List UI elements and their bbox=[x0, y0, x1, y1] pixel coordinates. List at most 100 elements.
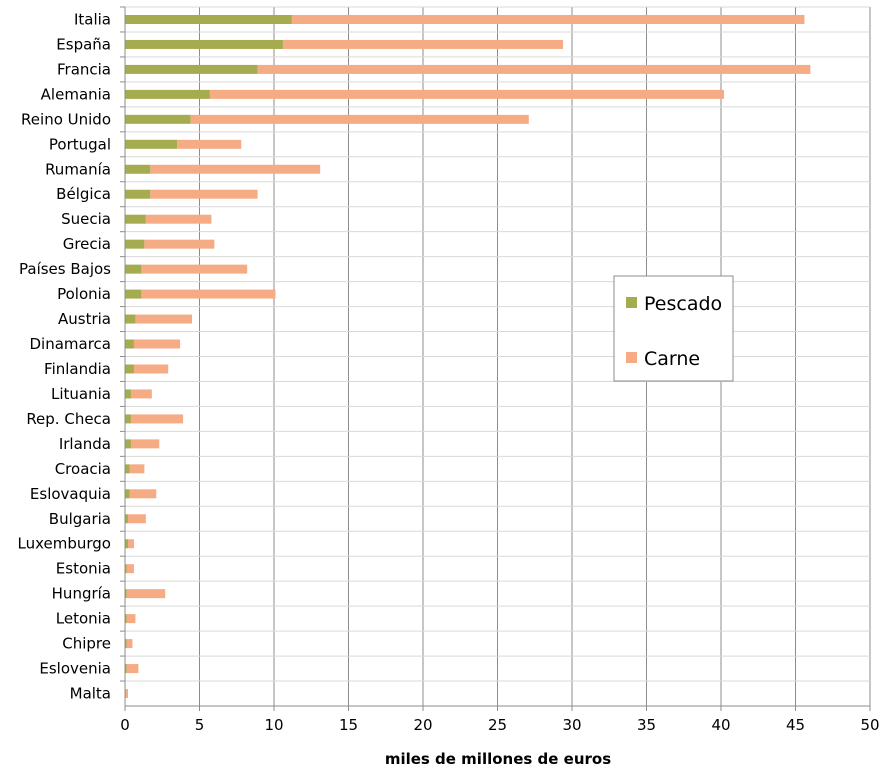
bar-pescado-24 bbox=[125, 614, 127, 624]
bar-carne-25 bbox=[126, 639, 133, 649]
bar-pescado-4 bbox=[125, 114, 191, 124]
grid-lines bbox=[125, 6, 871, 707]
category-label: Chipre bbox=[62, 635, 111, 653]
bar-carne-3 bbox=[209, 89, 724, 99]
category-label: Suecia bbox=[61, 210, 111, 228]
x-tick-label-5: 5 bbox=[195, 716, 205, 734]
category-label: Grecia bbox=[63, 235, 111, 253]
bar-carne-19 bbox=[129, 489, 157, 499]
bar-pescado-11 bbox=[125, 289, 142, 299]
category-label: Lituania bbox=[51, 385, 111, 403]
category-label: Bulgaria bbox=[49, 510, 111, 528]
bar-carne-14 bbox=[133, 364, 169, 374]
category-label: Francia bbox=[57, 60, 111, 78]
bar-pescado-0 bbox=[125, 14, 292, 24]
tick-labels: 0 5 10 15 20 25 30 35 40 45 50 bbox=[120, 716, 879, 734]
bar-pescado-25 bbox=[125, 639, 127, 649]
x-tick-label-25: 25 bbox=[488, 716, 507, 734]
x-tick-label-40: 40 bbox=[711, 716, 730, 734]
x-tick-label-20: 20 bbox=[413, 716, 432, 734]
bar-carne-22 bbox=[126, 564, 134, 574]
category-label: España bbox=[56, 35, 111, 53]
category-label: Polonia bbox=[57, 285, 111, 303]
legend-label-carne: Carne bbox=[644, 348, 700, 370]
bar-pescado-10 bbox=[125, 264, 142, 274]
bar-pescado-8 bbox=[125, 214, 146, 224]
axes bbox=[120, 6, 871, 711]
x-tick-label-50: 50 bbox=[860, 716, 879, 734]
category-label: Países Bajos bbox=[19, 260, 111, 278]
category-label: Portugal bbox=[49, 135, 111, 153]
bar-pescado-20 bbox=[125, 514, 128, 524]
x-tick-label-0: 0 bbox=[120, 716, 130, 734]
category-labels: Italia España Francia Alemania Reino Unido Po… bbox=[18, 10, 112, 702]
category-label: Eslovenia bbox=[39, 660, 111, 678]
x-tick-label-10: 10 bbox=[264, 716, 283, 734]
bar-pescado-6 bbox=[125, 164, 151, 174]
bar-pescado-15 bbox=[125, 389, 131, 399]
legend-swatch-pescado bbox=[626, 297, 637, 308]
bar-pescado-7 bbox=[125, 189, 151, 199]
legend: Pescado Carne bbox=[613, 275, 734, 382]
bar-carne-2 bbox=[257, 64, 811, 74]
x-tick-label-45: 45 bbox=[786, 716, 805, 734]
category-label: Hungría bbox=[52, 585, 111, 603]
legend-box bbox=[613, 275, 734, 382]
bar-carne-11 bbox=[141, 289, 276, 299]
legend-label-pescado: Pescado bbox=[644, 293, 722, 315]
bar-carne-1 bbox=[282, 39, 564, 49]
bar-pescado-14 bbox=[125, 364, 134, 374]
category-label: Letonia bbox=[56, 610, 111, 628]
x-tick-label-15: 15 bbox=[339, 716, 358, 734]
bar-carne-4 bbox=[190, 114, 529, 124]
bar-pescado-9 bbox=[125, 239, 145, 249]
category-label: Malta bbox=[70, 685, 111, 703]
category-label: Italia bbox=[74, 10, 111, 28]
bar-carne-20 bbox=[127, 514, 146, 524]
bar-carne-26 bbox=[126, 664, 139, 674]
bar-carne-12 bbox=[135, 314, 193, 324]
bar-pescado-17 bbox=[125, 439, 131, 449]
bar-pescado-18 bbox=[125, 464, 130, 474]
category-label: Alemania bbox=[41, 85, 111, 103]
bar-carne-15 bbox=[130, 389, 152, 399]
bar-pescado-12 bbox=[125, 314, 136, 324]
category-label: Austria bbox=[58, 310, 111, 328]
bar-pescado-2 bbox=[125, 64, 258, 74]
x-tick-label-35: 35 bbox=[637, 716, 656, 734]
category-label: Finlandia bbox=[44, 360, 111, 378]
category-label: Croacia bbox=[55, 460, 111, 478]
legend-swatch-carne bbox=[626, 352, 637, 363]
bar-carne-5 bbox=[177, 139, 242, 149]
bars bbox=[125, 14, 811, 699]
bar-carne-8 bbox=[145, 214, 212, 224]
bar-carne-0 bbox=[291, 14, 805, 24]
category-label: Luxemburgo bbox=[18, 535, 112, 553]
bar-carne-7 bbox=[150, 189, 258, 199]
bar-carne-21 bbox=[127, 539, 134, 549]
bar-carne-18 bbox=[129, 464, 145, 474]
category-label: Rumanía bbox=[45, 160, 111, 178]
bar-pescado-5 bbox=[125, 139, 178, 149]
bar-carne-13 bbox=[133, 339, 181, 349]
bar-carne-17 bbox=[130, 439, 160, 449]
x-axis-title: miles de millones de euros bbox=[385, 750, 611, 767]
bar-carne-23 bbox=[126, 589, 166, 599]
category-label: Reino Unido bbox=[21, 110, 111, 128]
category-label: Irlanda bbox=[59, 435, 111, 453]
bar-pescado-22 bbox=[125, 564, 127, 574]
category-label: Bélgica bbox=[56, 185, 111, 203]
category-label: Eslovaquia bbox=[30, 485, 111, 503]
bar-pescado-26 bbox=[125, 664, 127, 674]
bar-pescado-23 bbox=[125, 589, 127, 599]
bar-carne-10 bbox=[141, 264, 248, 274]
x-tick-label-30: 30 bbox=[562, 716, 581, 734]
bar-pescado-13 bbox=[125, 339, 134, 349]
bar-pescado-21 bbox=[125, 539, 128, 549]
category-label: Dinamarca bbox=[30, 335, 112, 353]
bar-pescado-1 bbox=[125, 39, 283, 49]
bar-carne-24 bbox=[126, 614, 136, 624]
bar-carne-9 bbox=[144, 239, 215, 249]
category-label: Rep. Checa bbox=[26, 410, 111, 428]
bar-pescado-16 bbox=[125, 414, 131, 424]
